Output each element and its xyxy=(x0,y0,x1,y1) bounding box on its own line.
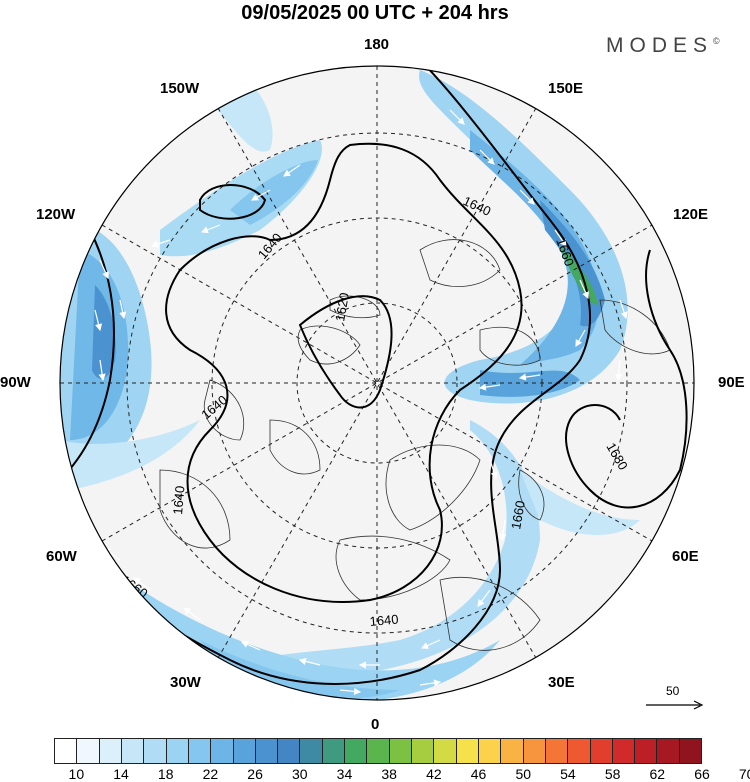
colorbar-cell xyxy=(657,739,680,763)
colorbar-cell xyxy=(255,739,279,763)
colorbar-tick-label: 62 xyxy=(649,766,666,782)
vector-reference-label: 50 xyxy=(666,684,680,698)
contour-label: 1640 xyxy=(369,612,399,629)
colorbar-tick-label: 26 xyxy=(247,766,263,782)
colorbar-cell xyxy=(300,739,323,763)
colorbar-cell xyxy=(389,739,412,763)
vector-reference-arrow xyxy=(646,700,704,710)
colorbar-tick-label: 30 xyxy=(291,766,308,782)
colorbar-tick-label: 58 xyxy=(604,766,621,782)
wind-speed-shading xyxy=(60,66,640,700)
colorbar-tick-label: 54 xyxy=(560,766,576,782)
colorbar-tick-label: 70 xyxy=(738,766,750,782)
colorbar-tick-label: 10 xyxy=(68,766,85,782)
contour-label: 1640 xyxy=(170,485,187,515)
wind-vectors xyxy=(94,109,628,695)
colorbar-cell xyxy=(188,739,212,763)
colorbar-cell xyxy=(211,739,234,763)
lon-label-60e: 60E xyxy=(672,548,699,565)
colorbar-cell xyxy=(523,739,546,763)
colorbar-cell xyxy=(545,739,569,763)
colorbar-cell xyxy=(456,739,479,763)
colorbar-tick-label: 14 xyxy=(113,766,129,782)
lon-label-180: 180 xyxy=(364,36,390,53)
brand-text: MODES xyxy=(606,34,714,57)
height-contours xyxy=(60,66,688,685)
colorbar-cell xyxy=(568,739,591,763)
map-border xyxy=(59,65,695,701)
colorbar-cell xyxy=(322,739,346,763)
graticule xyxy=(60,66,694,700)
lon-label-150w: 150W xyxy=(160,80,200,97)
lon-label-120e: 120E xyxy=(673,206,709,223)
lon-label-30e: 30E xyxy=(548,674,575,691)
colorbar-tick-label: 22 xyxy=(202,766,219,782)
colorbar-cell xyxy=(99,739,122,763)
colorbar-cell xyxy=(121,739,145,763)
colorbar-tick-label: 46 xyxy=(470,766,487,782)
colorbar-cell xyxy=(345,739,368,763)
map-title: 09/05/2025 00 UTC + 204 hrs xyxy=(241,2,509,24)
colorbar xyxy=(54,738,702,764)
colorbar-cell xyxy=(612,739,636,763)
colorbar-cell xyxy=(278,739,301,763)
colorbar-ticks: 10 14 18 22 26 30 34 38 42 46 50 54 58 62 66 70 xyxy=(54,766,750,782)
brand-mark: © xyxy=(713,36,720,46)
colorbar-tick-label: 50 xyxy=(515,766,532,782)
colorbar-tick-label: 34 xyxy=(336,766,353,782)
colorbar-cell xyxy=(434,739,457,763)
lon-label-120w: 120W xyxy=(36,206,76,223)
colorbar-cell xyxy=(590,739,613,763)
colorbar-tick-label: 66 xyxy=(694,766,710,782)
colorbar-cell xyxy=(412,739,435,763)
colorbar-cell xyxy=(77,739,100,763)
lon-label-90e: 90E xyxy=(718,374,745,391)
colorbar-tick-label: 18 xyxy=(157,766,174,782)
lon-label-0: 0 xyxy=(371,716,380,733)
contour-label: 1660 xyxy=(508,499,528,530)
colorbar-cell xyxy=(144,739,167,763)
colorbar-cell xyxy=(679,739,702,763)
colorbar-cell xyxy=(233,739,256,763)
lon-label-90w: 90W xyxy=(0,374,31,391)
colorbar-cell xyxy=(166,739,189,763)
colorbar-cell xyxy=(478,739,502,763)
colorbar-tick-label: 38 xyxy=(381,766,397,782)
colorbar-cell xyxy=(501,739,524,763)
colorbar-cell xyxy=(635,739,658,763)
map-disc: 1640 1640 1620 1640 1640 1660 1640 1660 … xyxy=(60,66,694,700)
colorbar-cell xyxy=(367,739,390,763)
colorbar-cell xyxy=(55,739,78,763)
colorbar-tick-label: 42 xyxy=(426,766,442,782)
lon-label-30w: 30W xyxy=(170,674,201,691)
lon-label-150e: 150E xyxy=(548,80,584,97)
contour-label: 1620 xyxy=(332,291,352,322)
brand-logo: MODES© xyxy=(606,34,720,58)
lon-label-60w: 60W xyxy=(46,548,77,565)
